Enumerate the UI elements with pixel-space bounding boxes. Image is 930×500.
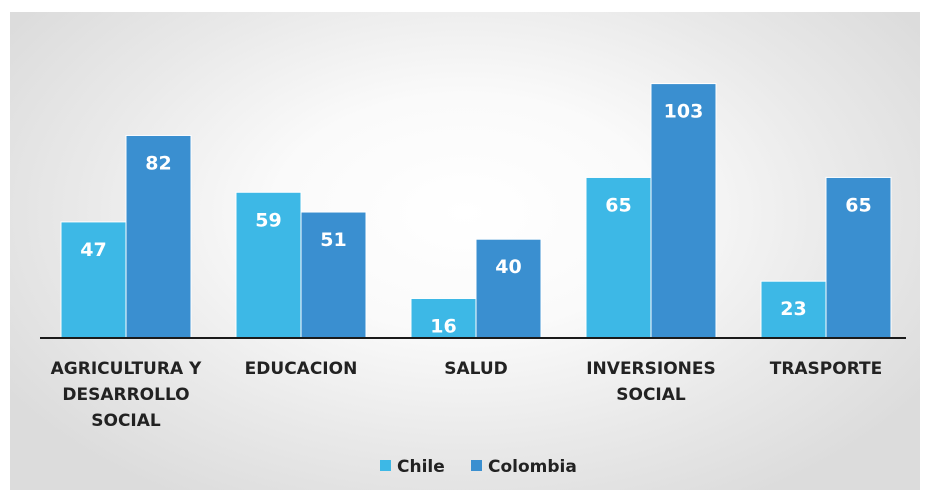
bar-colombia-2 [475, 238, 542, 339]
data-label-colombia-1: 51 [320, 229, 346, 251]
bars-group: 47 82 59 51 16 40 65 103 23 65 [60, 83, 892, 339]
legend-label-chile: Chile [397, 457, 445, 477]
bar-colombia-0 [125, 134, 192, 339]
category-label-0: AGRICULTURA Y [51, 359, 202, 379]
category-label-2: SALUD [444, 359, 508, 379]
category-label-0: DESARROLLO [62, 385, 189, 405]
bar-colombia-3 [650, 83, 717, 339]
category-label-1: EDUCACION [245, 359, 358, 379]
category-label-4: TRASPORTE [770, 359, 883, 379]
category-label-3: INVERSIONES [586, 359, 716, 379]
legend-label-colombia: Colombia [488, 457, 577, 477]
legend-swatch-chile [380, 460, 391, 471]
data-label-colombia-3: 103 [664, 101, 704, 123]
bar-chile-0 [60, 221, 127, 339]
data-label-colombia-0: 82 [145, 152, 171, 174]
category-label-0: SOCIAL [91, 411, 161, 431]
bar-colombia-1 [300, 211, 367, 339]
legend: Chile Colombia [380, 457, 577, 477]
legend-swatch-colombia [471, 460, 482, 471]
bar-chile-4 [760, 280, 827, 339]
data-label-chile-2: 16 [430, 315, 456, 337]
category-labels: AGRICULTURA Y DESARROLLO SOCIAL EDUCACION SA… [51, 359, 883, 431]
data-label-chile-4: 23 [780, 298, 806, 320]
data-label-colombia-4: 65 [845, 194, 871, 216]
category-label-3: SOCIAL [616, 385, 686, 405]
bar-chile-1 [235, 191, 302, 339]
data-label-chile-0: 47 [80, 239, 106, 261]
data-label-colombia-2: 40 [495, 256, 521, 278]
data-label-chile-1: 59 [255, 209, 281, 231]
bar-colombia-4 [825, 176, 892, 339]
data-label-chile-3: 65 [605, 194, 631, 216]
